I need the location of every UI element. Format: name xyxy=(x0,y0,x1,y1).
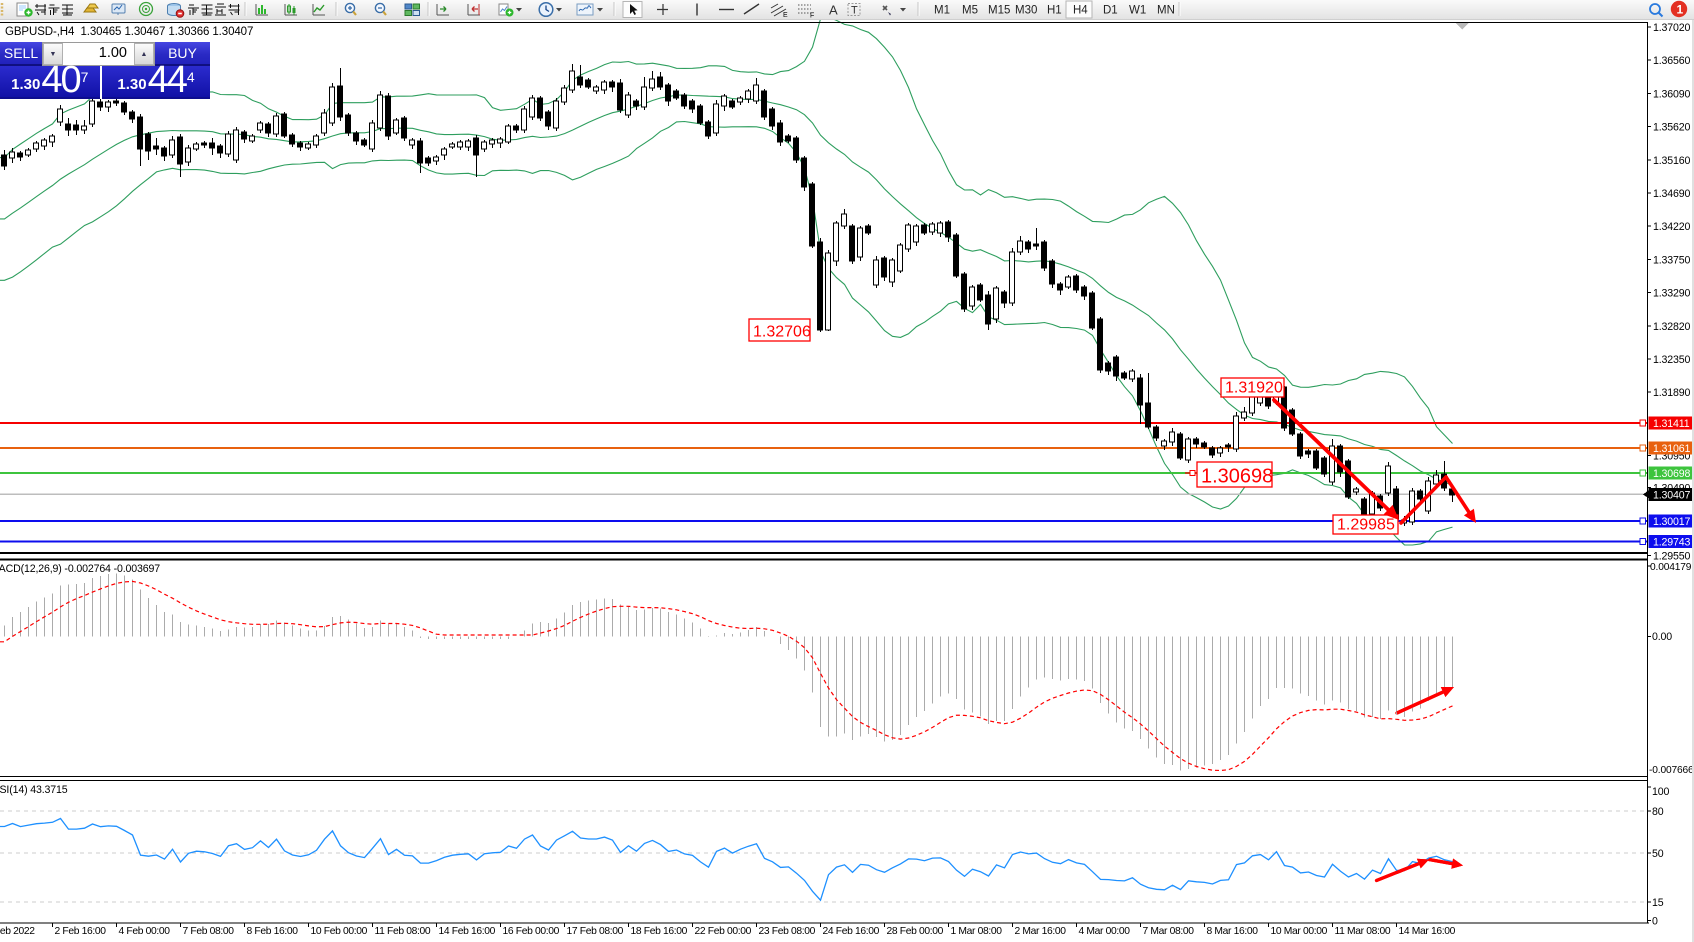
svg-text:0.004179: 0.004179 xyxy=(1650,562,1692,573)
svg-text:1.37020: 1.37020 xyxy=(1653,22,1691,34)
svg-text:1.32820: 1.32820 xyxy=(1653,321,1691,333)
svg-text:50: 50 xyxy=(1652,848,1664,860)
svg-text:24 Feb 16:00: 24 Feb 16:00 xyxy=(823,926,880,937)
svg-text:E: E xyxy=(783,12,788,19)
svg-text:1.32350: 1.32350 xyxy=(1653,354,1691,366)
svg-text:1 Mar 08:00: 1 Mar 08:00 xyxy=(951,926,1003,937)
svg-text:1.36560: 1.36560 xyxy=(1653,55,1691,67)
svg-text:-0.007666: -0.007666 xyxy=(1649,765,1694,776)
svg-text:10 Mar 00:00: 10 Mar 00:00 xyxy=(1271,926,1328,937)
svg-text:1.33290: 1.33290 xyxy=(1653,288,1691,300)
svg-text:F: F xyxy=(810,13,814,20)
svg-text:4 Mar 00:00: 4 Mar 00:00 xyxy=(1079,926,1131,937)
svg-text:M1: M1 xyxy=(934,5,950,17)
svg-text:MACD(12,26,9) -0.002764 -0.003: MACD(12,26,9) -0.002764 -0.003697 xyxy=(0,563,160,575)
svg-text:16 Feb 00:00: 16 Feb 00:00 xyxy=(503,926,560,937)
svg-text:GBPUSD-,H4 1.30465 1.30467 1.: GBPUSD-,H4 1.30465 1.30467 1.30366 1.304… xyxy=(5,26,253,38)
svg-text:7 Feb 08:00: 7 Feb 08:00 xyxy=(183,926,235,937)
svg-text:8 Feb 16:00: 8 Feb 16:00 xyxy=(247,926,299,937)
svg-text:D1: D1 xyxy=(1103,5,1118,17)
svg-text:1.35160: 1.35160 xyxy=(1653,155,1691,167)
svg-text:0.00: 0.00 xyxy=(1652,631,1672,643)
svg-text:MN: MN xyxy=(1157,5,1175,17)
svg-text:8 Mar 16:00: 8 Mar 16:00 xyxy=(1207,926,1259,937)
svg-text:17 Feb 08:00: 17 Feb 08:00 xyxy=(567,926,624,937)
svg-text:100: 100 xyxy=(1652,786,1669,798)
svg-text:M15: M15 xyxy=(988,5,1010,17)
svg-text:15: 15 xyxy=(1652,897,1664,909)
svg-text:1.29550: 1.29550 xyxy=(1653,551,1691,563)
svg-text:10 Feb 00:00: 10 Feb 00:00 xyxy=(311,926,368,937)
svg-text:1.31890: 1.31890 xyxy=(1653,387,1691,399)
svg-text:14 Feb 16:00: 14 Feb 16:00 xyxy=(439,926,496,937)
svg-text:11 Feb 08:00: 11 Feb 08:00 xyxy=(375,926,431,937)
svg-text:1.31411: 1.31411 xyxy=(1653,418,1690,430)
svg-text:7 Mar 08:00: 7 Mar 08:00 xyxy=(1143,926,1195,937)
svg-text:1.33750: 1.33750 xyxy=(1653,254,1691,266)
svg-text:1.30698: 1.30698 xyxy=(1653,468,1691,480)
svg-text:4 Feb 00:00: 4 Feb 00:00 xyxy=(119,926,171,937)
svg-text:1.30698: 1.30698 xyxy=(1201,466,1273,488)
svg-text:M30: M30 xyxy=(1015,5,1037,17)
svg-text:W1: W1 xyxy=(1129,5,1146,17)
svg-text:1.31061: 1.31061 xyxy=(1653,443,1691,455)
svg-text:1.29743: 1.29743 xyxy=(1653,537,1691,549)
svg-text:1.36090: 1.36090 xyxy=(1653,88,1691,100)
svg-text:11 Mar 08:00: 11 Mar 08:00 xyxy=(1335,926,1391,937)
svg-text:1.30017: 1.30017 xyxy=(1653,516,1691,528)
svg-text:T: T xyxy=(851,5,858,17)
svg-text:H4: H4 xyxy=(1073,5,1088,17)
svg-text:1.32706: 1.32706 xyxy=(753,324,811,341)
svg-text:2 Feb 16:00: 2 Feb 16:00 xyxy=(55,926,107,937)
svg-text:1.31920: 1.31920 xyxy=(1225,380,1283,397)
svg-text:2 Mar 16:00: 2 Mar 16:00 xyxy=(1015,926,1067,937)
svg-text:RSI(14) 43.3715: RSI(14) 43.3715 xyxy=(0,784,68,796)
svg-text:22 Feb 00:00: 22 Feb 00:00 xyxy=(695,926,752,937)
svg-text:1.35620: 1.35620 xyxy=(1653,122,1691,134)
svg-text:1.34690: 1.34690 xyxy=(1653,188,1691,200)
svg-text:28 Feb 00:00: 28 Feb 00:00 xyxy=(887,926,944,937)
svg-text:23 Feb 08:00: 23 Feb 08:00 xyxy=(759,926,816,937)
svg-text:14 Mar 16:00: 14 Mar 16:00 xyxy=(1399,926,1456,937)
svg-text:1.29985: 1.29985 xyxy=(1337,517,1395,534)
svg-text:1.34220: 1.34220 xyxy=(1653,221,1691,233)
svg-text:18 Feb 16:00: 18 Feb 16:00 xyxy=(631,926,688,937)
svg-text:1 Feb 2022: 1 Feb 2022 xyxy=(0,926,35,937)
svg-text:H1: H1 xyxy=(1047,5,1062,17)
svg-text:0: 0 xyxy=(1652,916,1658,928)
svg-text:1: 1 xyxy=(1677,3,1684,17)
svg-text:A: A xyxy=(829,3,838,18)
svg-text:80: 80 xyxy=(1652,806,1664,818)
svg-text:1.30407: 1.30407 xyxy=(1653,489,1691,501)
svg-text:M5: M5 xyxy=(962,5,978,17)
